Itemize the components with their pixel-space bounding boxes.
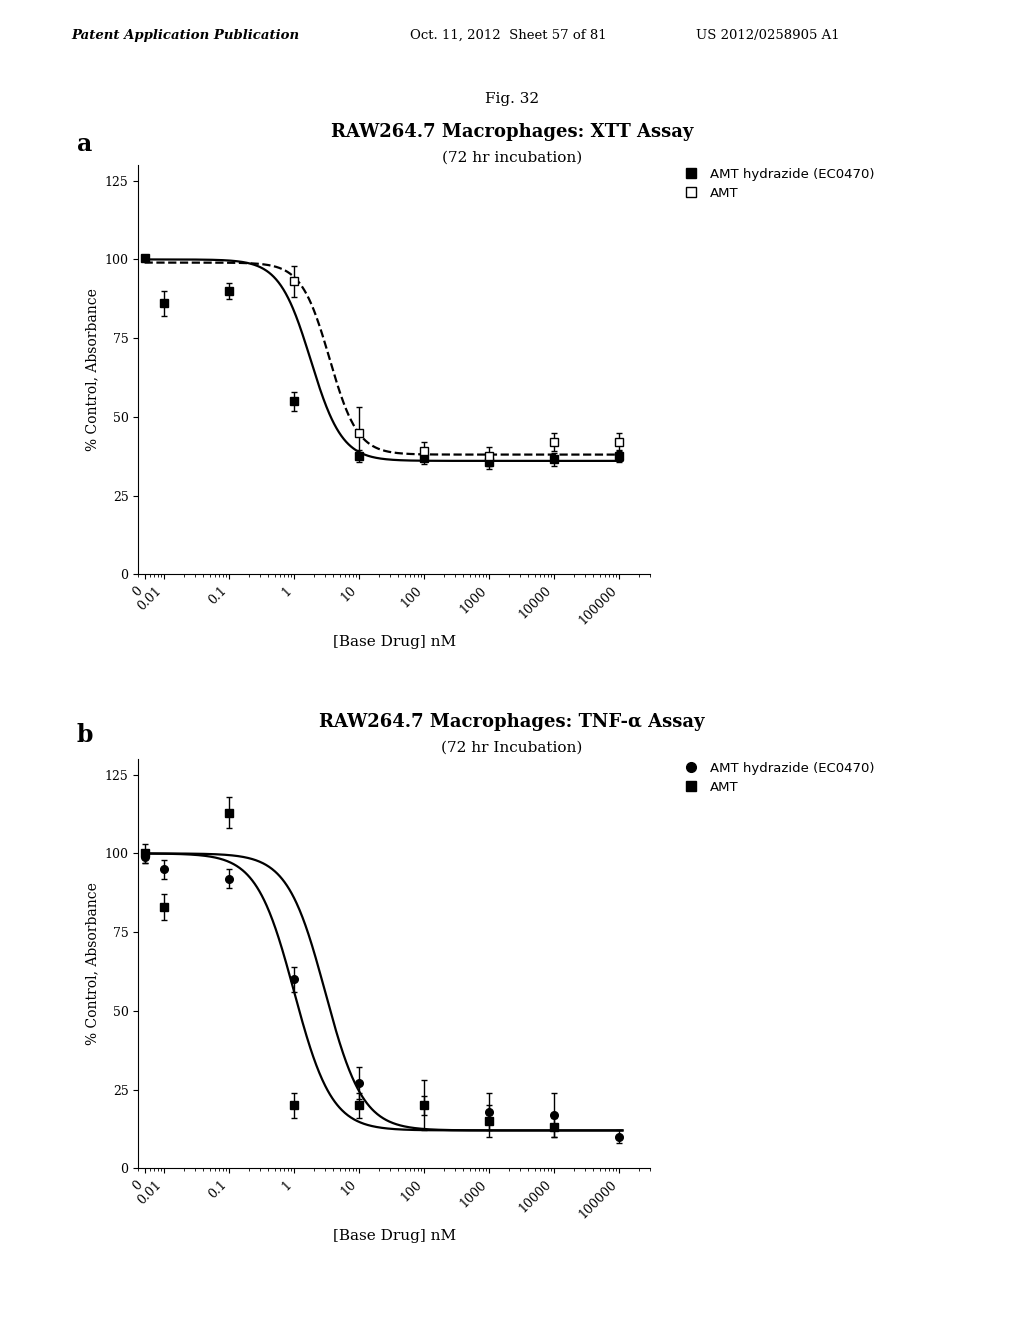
X-axis label: [Base Drug] nM: [Base Drug] nM [333,635,456,649]
Text: a: a [77,132,92,156]
Text: RAW264.7 Macrophages: TNF-α Assay: RAW264.7 Macrophages: TNF-α Assay [319,713,705,731]
Text: RAW264.7 Macrophages: XTT Assay: RAW264.7 Macrophages: XTT Assay [331,123,693,141]
Text: b: b [77,723,93,747]
Legend: AMT hydrazide (EC0470), AMT: AMT hydrazide (EC0470), AMT [677,168,874,201]
Text: Patent Application Publication: Patent Application Publication [72,29,300,42]
Text: (72 hr incubation): (72 hr incubation) [442,150,582,165]
Text: US 2012/0258905 A1: US 2012/0258905 A1 [696,29,840,42]
Text: Oct. 11, 2012  Sheet 57 of 81: Oct. 11, 2012 Sheet 57 of 81 [410,29,606,42]
Text: Fig. 32: Fig. 32 [485,92,539,107]
Text: (72 hr Incubation): (72 hr Incubation) [441,741,583,755]
X-axis label: [Base Drug] nM: [Base Drug] nM [333,1229,456,1243]
Legend: AMT hydrazide (EC0470), AMT: AMT hydrazide (EC0470), AMT [677,762,874,795]
Y-axis label: % Control, Absorbance: % Control, Absorbance [85,288,99,451]
Y-axis label: % Control, Absorbance: % Control, Absorbance [85,882,99,1045]
